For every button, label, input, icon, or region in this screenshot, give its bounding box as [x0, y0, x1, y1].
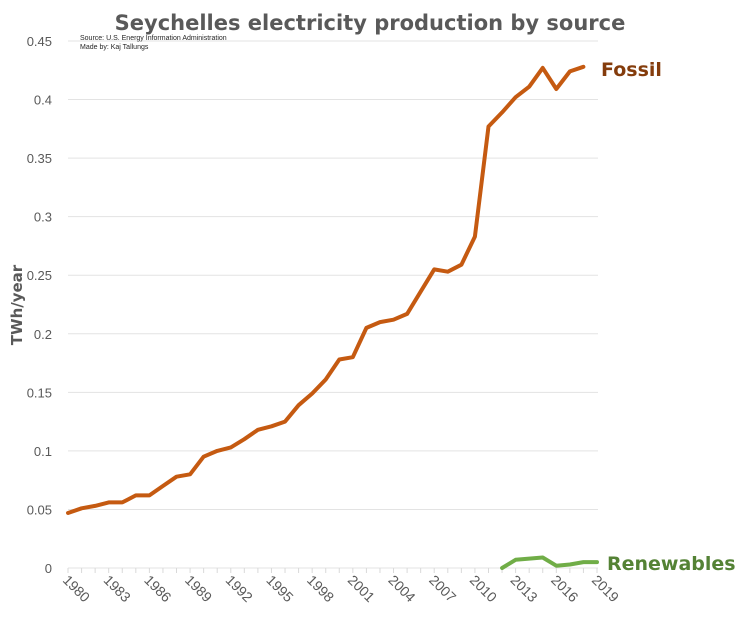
x-tick-label: 1998	[304, 572, 337, 605]
y-tick-label: 0.4	[34, 93, 52, 108]
x-tick-label: 1995	[263, 572, 296, 605]
x-tick-label: 1989	[182, 572, 215, 605]
series-label-renewables: Renewables	[607, 553, 736, 575]
y-axis-label: TWh/year	[8, 264, 26, 345]
author-note: Made by: Kaj Tallungs	[80, 44, 149, 51]
series-layer: Fossil Renewables	[66, 59, 736, 575]
y-tick-label: 0.45	[27, 34, 52, 49]
y-tick-label: 0.1	[34, 444, 52, 459]
x-tick-label: 2007	[426, 572, 459, 605]
x-axis: 1980 1983 1986 1989 1992 1995 1998 2001 2004 2007…	[60, 568, 622, 605]
x-tick-label: 1986	[141, 572, 174, 605]
x-tick-label: 1992	[223, 572, 256, 605]
series-line-renewables	[500, 555, 599, 570]
y-axis: 0 0.05 0.1 0.15 0.2 0.25 0.3 0.35 0.4 0.45	[27, 34, 52, 576]
series-label-fossil: Fossil	[601, 59, 662, 81]
y-tick-label: 0.05	[27, 502, 52, 517]
x-tick-label: 2016	[548, 572, 581, 605]
x-tick-label: 1983	[101, 572, 134, 605]
series-line-fossil	[66, 64, 586, 515]
y-tick-label: 0	[45, 561, 52, 576]
y-tick-label: 0.35	[27, 151, 52, 166]
y-tick-label: 0.2	[34, 327, 52, 342]
y-tick-label: 0.15	[27, 385, 52, 400]
x-tick-label: 2010	[467, 572, 500, 605]
gridlines	[68, 40, 598, 569]
x-tick-label: 2013	[507, 572, 540, 605]
chart-title: Seychelles electricity production by sou…	[115, 11, 626, 35]
x-tick-label: 2001	[345, 572, 378, 605]
x-tick-label: 2019	[589, 572, 622, 605]
y-tick-label: 0.25	[27, 268, 52, 283]
x-tick-label: 1980	[60, 572, 93, 605]
x-tick-label: 2004	[385, 572, 418, 605]
source-note: Source: U.S. Energy Information Administ…	[80, 35, 227, 42]
y-tick-label: 0.3	[34, 210, 52, 225]
